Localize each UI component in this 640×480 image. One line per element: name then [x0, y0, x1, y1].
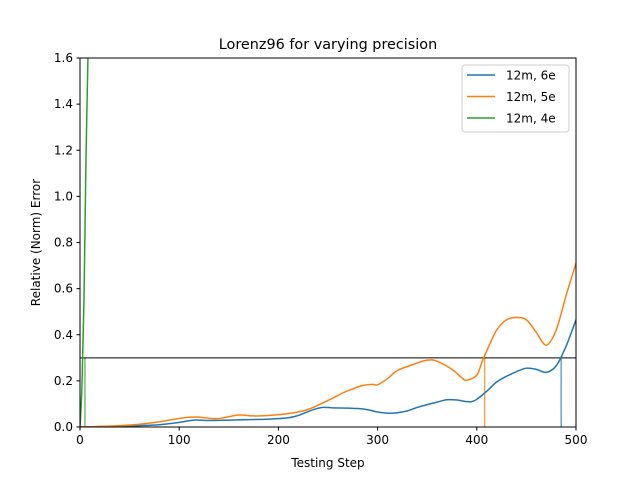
x-tick-label: 300 — [366, 433, 389, 447]
series-line-1 — [80, 319, 576, 427]
x-tick-label: 400 — [465, 433, 488, 447]
y-tick-label: 0.0 — [54, 420, 73, 434]
plot-frame — [79, 57, 577, 428]
legend-label: 12m, 5e — [506, 90, 556, 104]
legend-box — [461, 64, 570, 133]
legend: 12m, 6e 12m, 5e 12m, 4e — [461, 64, 570, 133]
x-tick-label: 200 — [267, 433, 290, 447]
y-tick-label: 1.6 — [54, 51, 73, 65]
y-tick-label: 0.2 — [54, 374, 73, 388]
y-ticks: 0.0 0.2 0.4 0.6 0.8 1.0 1.2 1.4 1.6 — [54, 51, 80, 434]
chart-title: Lorenz96 for varying precision — [219, 37, 437, 53]
y-axis-title: Relative (Norm) Error — [29, 179, 43, 306]
y-tick-label: 0.8 — [54, 236, 73, 250]
series-line-3 — [80, 58, 89, 427]
legend-label: 12m, 4e — [506, 112, 556, 126]
series-lines — [80, 58, 576, 427]
series-line-2 — [80, 263, 576, 427]
x-tick-label: 100 — [168, 433, 191, 447]
y-tick-label: 1.4 — [54, 97, 73, 111]
y-tick-label: 1.2 — [54, 143, 73, 157]
x-tick-label: 0 — [76, 433, 84, 447]
legend-label: 12m, 6e — [506, 69, 556, 83]
x-ticks: 0 100 200 300 400 500 — [76, 427, 587, 447]
x-axis-title: Testing Step — [290, 456, 364, 470]
y-tick-label: 0.4 — [54, 328, 73, 342]
y-tick-label: 0.6 — [54, 282, 73, 296]
x-tick-label: 500 — [565, 433, 588, 447]
y-tick-label: 1.0 — [54, 189, 73, 203]
